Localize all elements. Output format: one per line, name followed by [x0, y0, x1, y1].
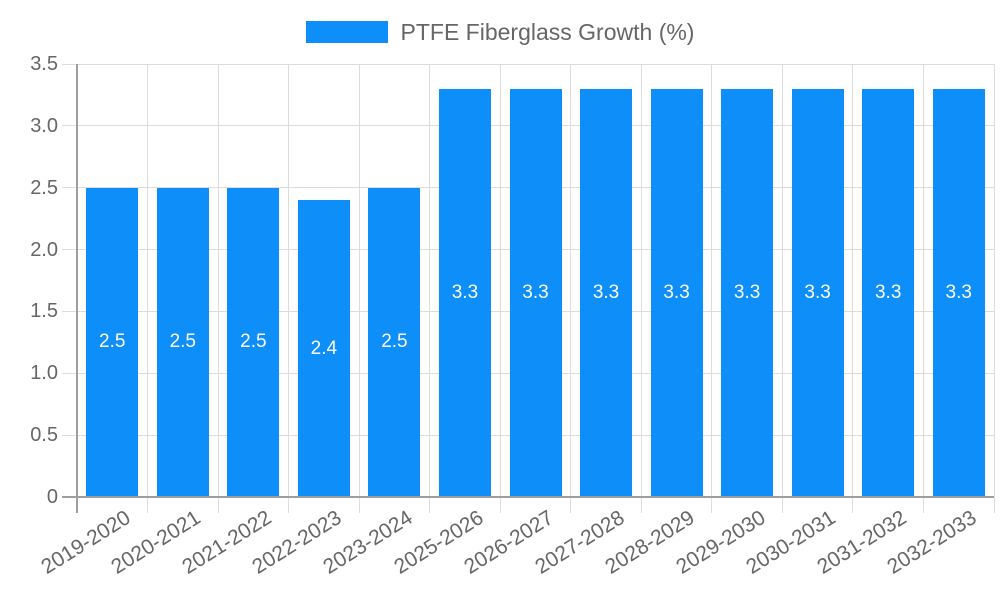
x-gridline — [993, 64, 995, 513]
y-tick-label: 3.0 — [30, 114, 58, 137]
y-gridline — [62, 63, 994, 65]
bar — [156, 187, 209, 497]
x-gridline — [217, 64, 219, 513]
x-gridline — [711, 64, 713, 513]
bar-value-label: 2.5 — [169, 331, 196, 353]
x-gridline — [147, 64, 149, 513]
y-tick-label: 0.5 — [30, 424, 58, 447]
y-tick-label: 1.5 — [30, 300, 58, 323]
bar-value-label: 2.5 — [381, 331, 408, 353]
y-axis-line — [76, 64, 78, 513]
y-tick-label: 0 — [46, 486, 58, 508]
y-tick-label: 1.0 — [30, 362, 58, 385]
y-tick-label: 2.5 — [30, 176, 58, 199]
bar-value-label: 3.3 — [522, 281, 549, 303]
legend-item[interactable]: PTFE Fiberglass Growth (%) — [0, 20, 1000, 44]
bar-value-label: 3.3 — [945, 281, 972, 303]
bar — [862, 88, 915, 497]
y-tick-label: 2.0 — [30, 238, 58, 261]
bar — [932, 88, 985, 497]
x-gridline — [922, 64, 924, 513]
x-gridline — [570, 64, 572, 513]
bar — [791, 88, 844, 497]
bar — [86, 187, 139, 497]
x-gridline — [640, 64, 642, 513]
x-gridline — [781, 64, 783, 513]
x-gridline — [499, 64, 501, 513]
bar-value-label: 2.4 — [310, 337, 338, 359]
legend-label: PTFE Fiberglass Growth (%) — [400, 19, 695, 45]
x-axis-line — [62, 496, 994, 498]
y-tick-label: 3.5 — [30, 53, 58, 75]
bar-value-label: 3.3 — [804, 281, 831, 303]
x-gridline — [429, 64, 431, 513]
bar-value-label: 2.5 — [99, 331, 126, 353]
bar-value-label: 3.3 — [663, 281, 690, 303]
bar — [227, 187, 280, 497]
bar — [580, 88, 633, 497]
bar — [297, 200, 350, 497]
x-gridline — [358, 64, 360, 513]
bar — [650, 88, 703, 497]
bar — [368, 187, 421, 497]
bar — [509, 88, 562, 497]
bar-value-label: 2.5 — [240, 331, 267, 353]
legend-swatch — [305, 21, 388, 43]
bar-value-label: 3.3 — [451, 281, 479, 303]
bar — [721, 88, 774, 497]
bar-value-label: 3.3 — [733, 281, 761, 303]
bar-value-label: 3.3 — [592, 281, 620, 303]
x-gridline — [852, 64, 854, 513]
bar-value-label: 3.3 — [874, 281, 902, 303]
x-gridline — [288, 64, 290, 513]
bar — [438, 88, 491, 497]
